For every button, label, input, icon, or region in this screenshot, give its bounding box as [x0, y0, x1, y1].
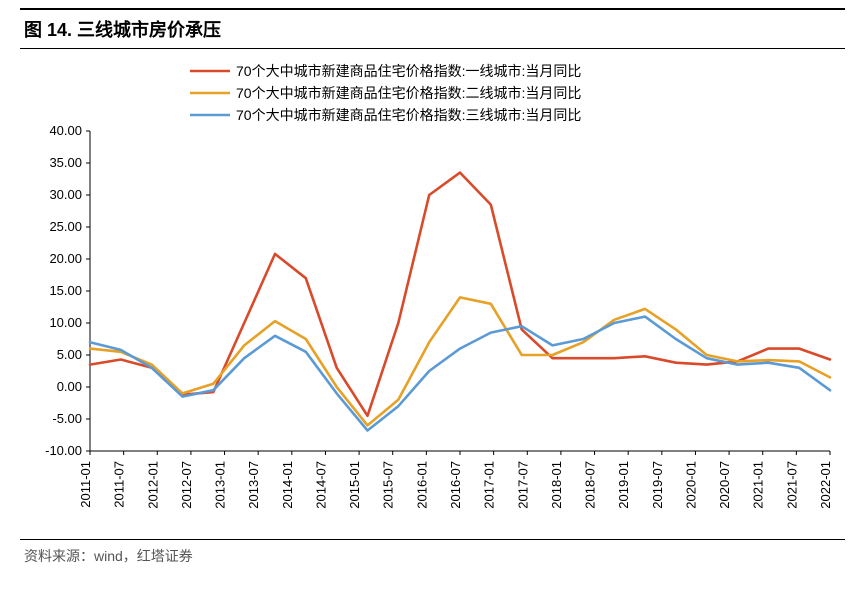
svg-text:2017-07: 2017-07 — [515, 461, 530, 509]
svg-text:2014-07: 2014-07 — [313, 461, 328, 509]
svg-text:2012-01: 2012-01 — [145, 461, 160, 509]
svg-text:70个大中城市新建商品住宅价格指数:二线城市:当月同比: 70个大中城市新建商品住宅价格指数:二线城市:当月同比 — [236, 85, 581, 101]
svg-text:30.00: 30.00 — [49, 187, 82, 202]
svg-text:2014-01: 2014-01 — [280, 461, 295, 509]
svg-text:2011-07: 2011-07 — [112, 461, 127, 508]
svg-text:2016-01: 2016-01 — [414, 461, 429, 509]
svg-text:2020-07: 2020-07 — [717, 461, 732, 509]
svg-text:2012-07: 2012-07 — [179, 461, 194, 509]
svg-text:10.00: 10.00 — [49, 315, 82, 330]
svg-text:-10.00: -10.00 — [45, 443, 82, 458]
svg-text:2021-01: 2021-01 — [751, 461, 766, 509]
svg-text:-5.00: -5.00 — [52, 411, 82, 426]
svg-text:2015-07: 2015-07 — [381, 461, 396, 509]
svg-text:25.00: 25.00 — [49, 219, 82, 234]
svg-text:35.00: 35.00 — [49, 155, 82, 170]
svg-text:2018-07: 2018-07 — [583, 461, 598, 509]
svg-text:2016-07: 2016-07 — [448, 461, 463, 509]
svg-text:2018-01: 2018-01 — [549, 461, 564, 509]
line-chart-svg: -10.00 -5.00 0.00 5.00 10.00 15.00 20.00 25.00 3… — [20, 49, 845, 539]
svg-text:2019-07: 2019-07 — [650, 461, 665, 509]
svg-text:2021-07: 2021-07 — [784, 461, 799, 509]
svg-text:0.00: 0.00 — [57, 379, 82, 394]
svg-text:5.00: 5.00 — [57, 347, 82, 362]
svg-text:2013-07: 2013-07 — [246, 461, 261, 509]
svg-text:70个大中城市新建商品住宅价格指数:三线城市:当月同比: 70个大中城市新建商品住宅价格指数:三线城市:当月同比 — [236, 107, 581, 123]
svg-text:20.00: 20.00 — [49, 251, 82, 266]
chart-area: -10.00 -5.00 0.00 5.00 10.00 15.00 20.00 25.00 3… — [20, 49, 845, 539]
svg-text:2022-01: 2022-01 — [818, 461, 833, 509]
figure-title: 图 14. 三线城市房价承压 — [20, 8, 845, 49]
svg-text:40.00: 40.00 — [49, 123, 82, 138]
svg-text:2017-01: 2017-01 — [482, 461, 497, 509]
svg-text:2020-01: 2020-01 — [683, 461, 698, 509]
svg-text:15.00: 15.00 — [49, 283, 82, 298]
svg-text:70个大中城市新建商品住宅价格指数:一线城市:当月同比: 70个大中城市新建商品住宅价格指数:一线城市:当月同比 — [236, 63, 581, 79]
figure-container: 图 14. 三线城市房价承压 -10.00 -5.00 0.00 5.00 10.00 1… — [0, 0, 865, 596]
figure-source: 资料来源：wind，红塔证券 — [20, 539, 845, 568]
svg-text:2015-01: 2015-01 — [347, 461, 362, 509]
svg-text:2019-01: 2019-01 — [616, 461, 631, 509]
svg-text:2011-01: 2011-01 — [78, 461, 93, 508]
svg-text:2013-01: 2013-01 — [213, 461, 228, 509]
